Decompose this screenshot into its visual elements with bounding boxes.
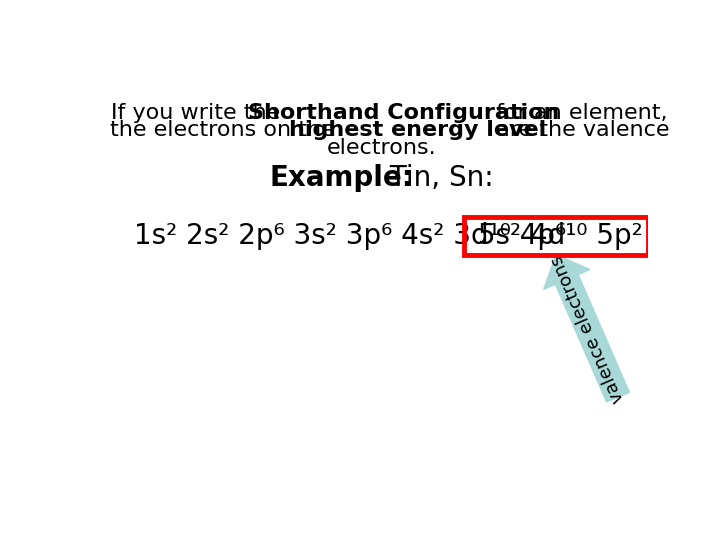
Text: are the valence: are the valence — [489, 120, 669, 140]
Text: valence electrons: valence electrons — [549, 252, 628, 406]
Text: 1s² 2s² 2p⁶ 3s² 3p⁶ 4s² 3d¹⁰ 4p⁶: 1s² 2s² 2p⁶ 3s² 3p⁶ 4s² 3d¹⁰ 4p⁶ — [134, 222, 567, 249]
Text: for an element,: for an element, — [489, 103, 667, 123]
FancyArrow shape — [544, 255, 629, 402]
Bar — [464, 217, 648, 255]
Text: Example:: Example: — [269, 164, 413, 192]
Text: 5s² 4d¹⁰ 5p²: 5s² 4d¹⁰ 5p² — [469, 222, 643, 249]
Text: the electrons on the: the electrons on the — [109, 120, 341, 140]
Text: Shorthand Configuration: Shorthand Configuration — [248, 103, 559, 123]
Text: If you write the: If you write the — [111, 103, 287, 123]
Text: electrons.: electrons. — [327, 138, 436, 158]
Text: Tin, Sn:: Tin, Sn: — [381, 164, 494, 192]
Text: highest energy level: highest energy level — [289, 120, 546, 140]
